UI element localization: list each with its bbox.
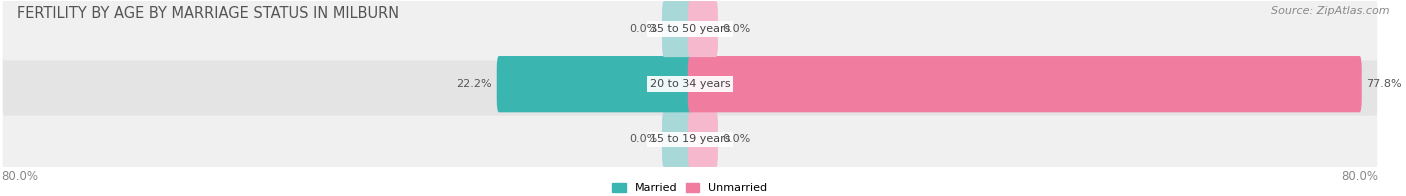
FancyBboxPatch shape (688, 111, 718, 168)
Text: 77.8%: 77.8% (1367, 79, 1402, 89)
FancyBboxPatch shape (662, 111, 692, 168)
Legend: Married, Unmarried: Married, Unmarried (607, 179, 772, 196)
FancyBboxPatch shape (3, 53, 1378, 116)
Text: FERTILITY BY AGE BY MARRIAGE STATUS IN MILBURN: FERTILITY BY AGE BY MARRIAGE STATUS IN M… (17, 6, 399, 21)
FancyBboxPatch shape (688, 56, 1362, 112)
FancyBboxPatch shape (688, 1, 718, 57)
Text: 20 to 34 years: 20 to 34 years (650, 79, 730, 89)
FancyBboxPatch shape (3, 108, 1378, 171)
Text: 0.0%: 0.0% (723, 134, 751, 144)
Text: 0.0%: 0.0% (723, 24, 751, 34)
Text: 80.0%: 80.0% (1, 170, 38, 183)
Text: 15 to 19 years: 15 to 19 years (650, 134, 730, 144)
Text: 22.2%: 22.2% (457, 79, 492, 89)
Text: 0.0%: 0.0% (628, 134, 657, 144)
FancyBboxPatch shape (662, 1, 692, 57)
FancyBboxPatch shape (496, 56, 692, 112)
Text: 0.0%: 0.0% (628, 24, 657, 34)
Text: Source: ZipAtlas.com: Source: ZipAtlas.com (1271, 6, 1389, 16)
FancyBboxPatch shape (3, 0, 1378, 60)
Text: 35 to 50 years: 35 to 50 years (650, 24, 730, 34)
Text: 80.0%: 80.0% (1341, 170, 1378, 183)
